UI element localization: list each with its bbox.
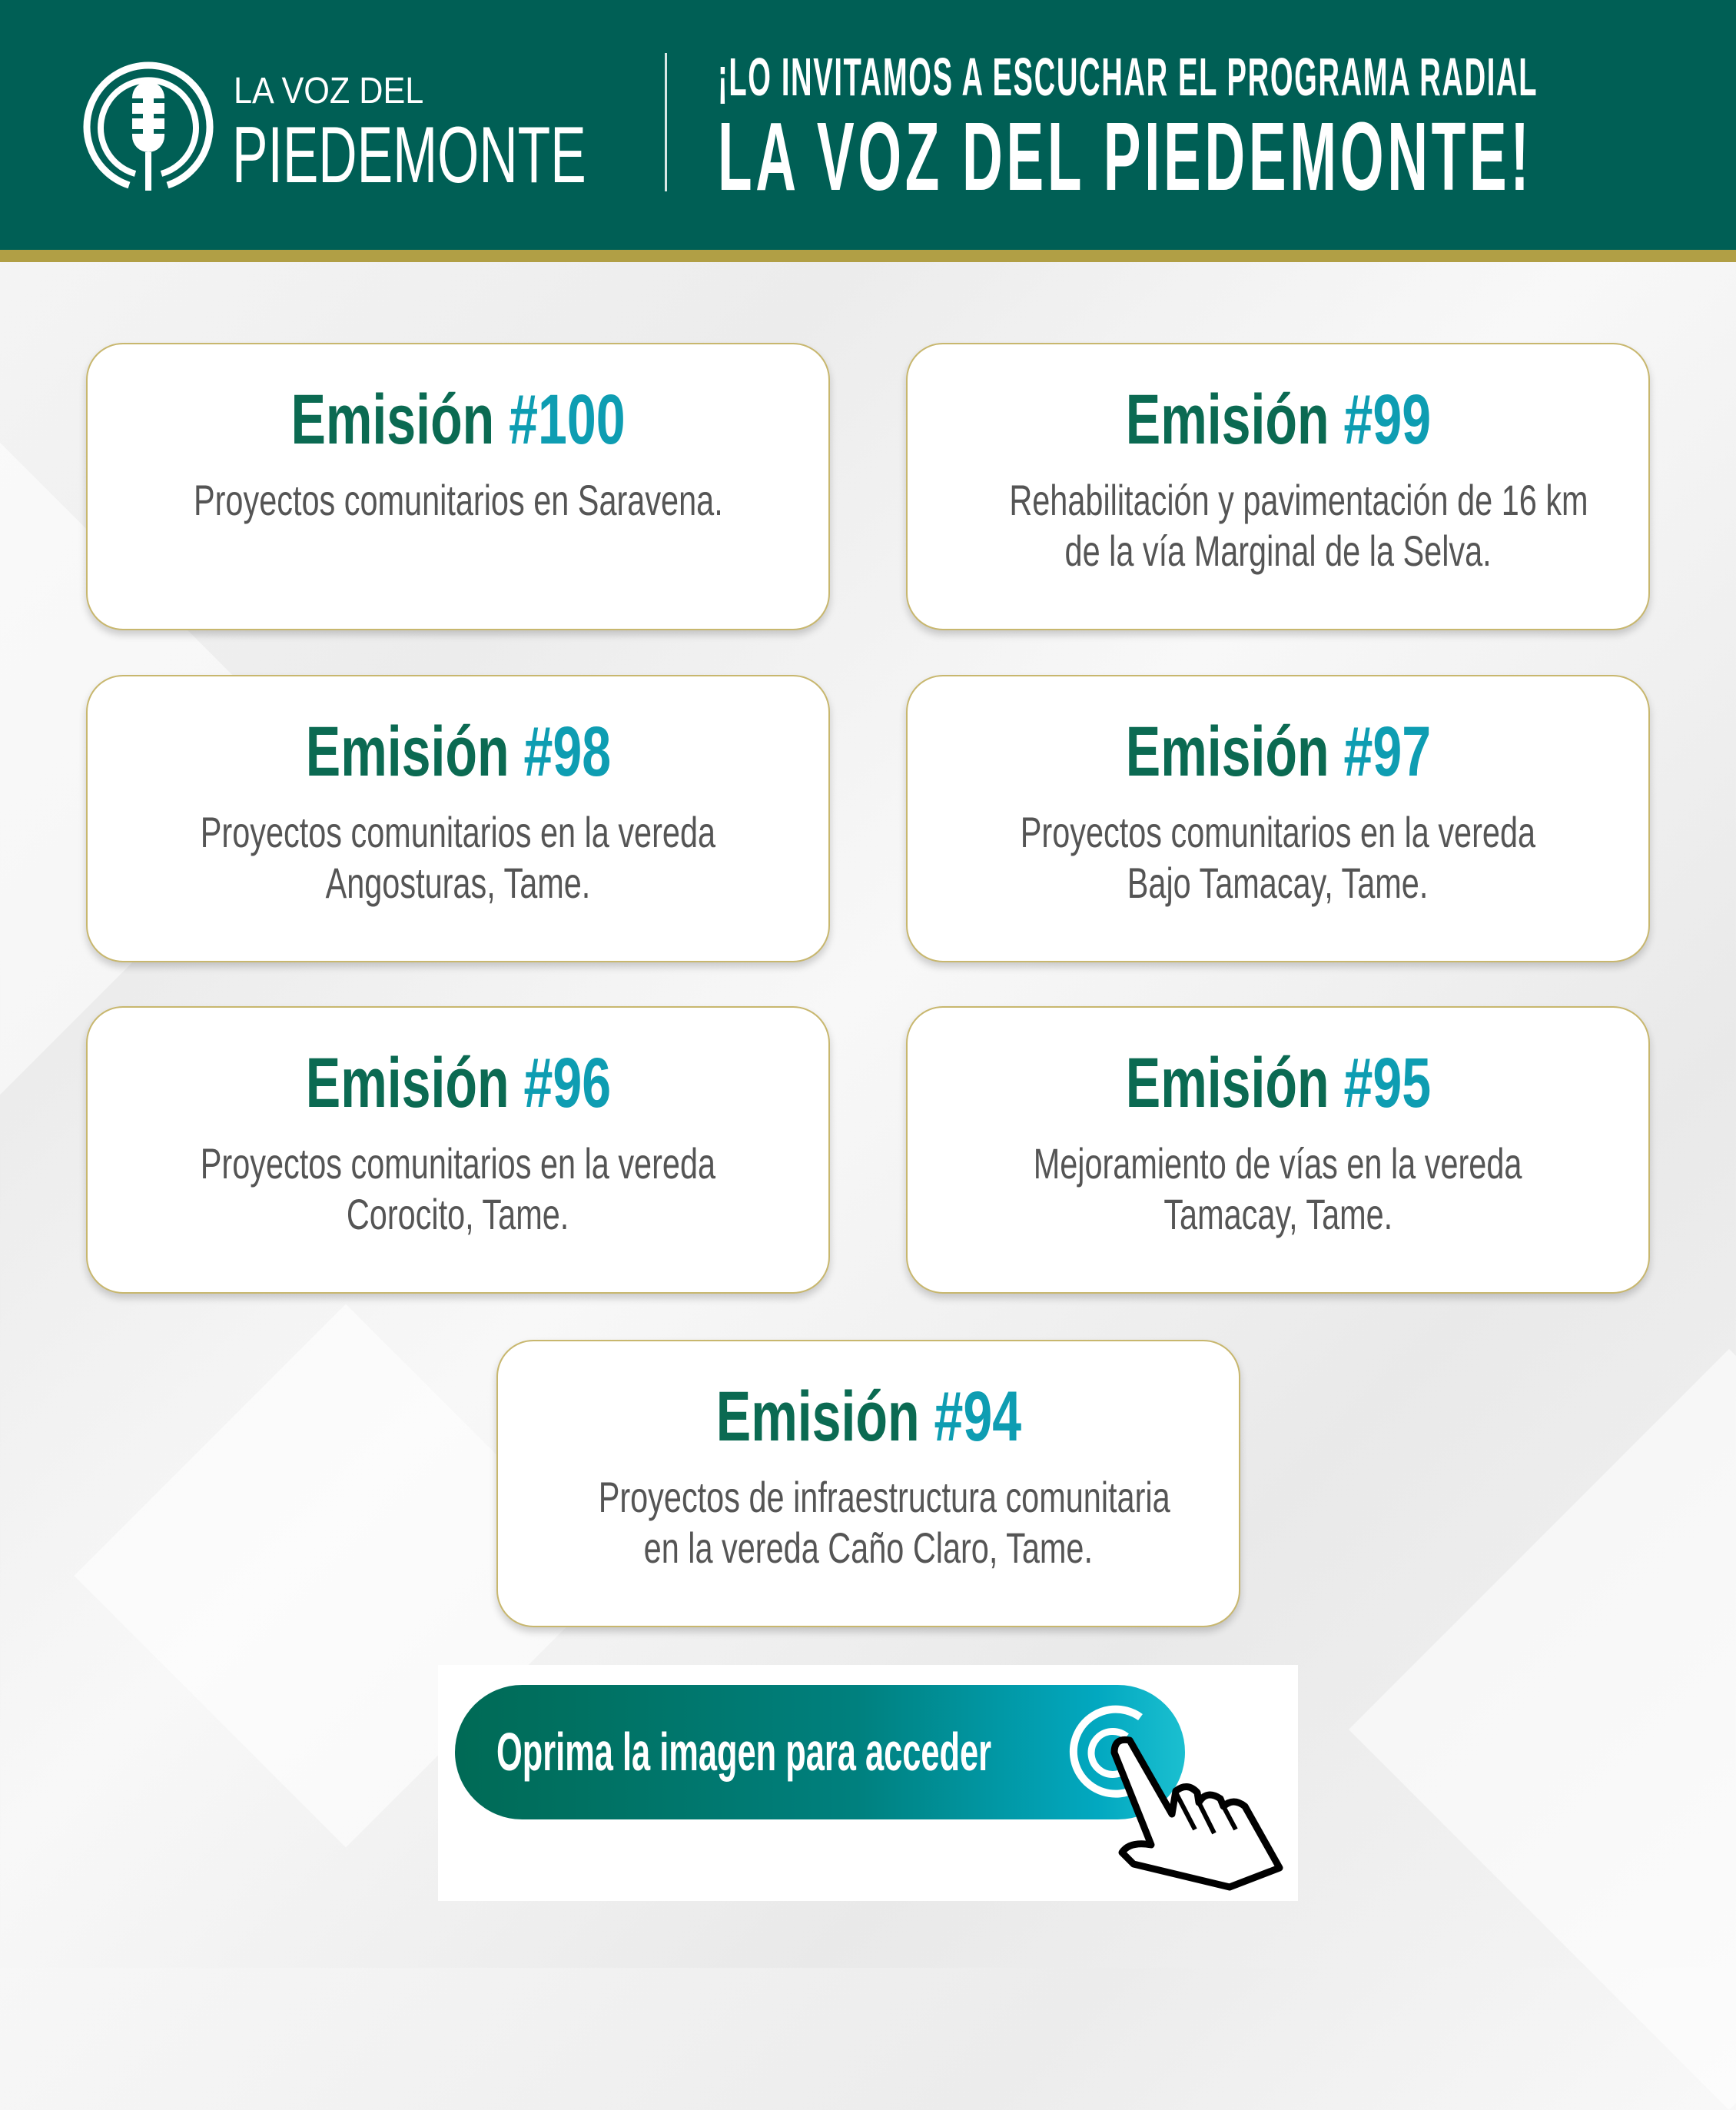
invite-text: ¡LO INVITAMOS A ESCUCHAR EL PROGRAMA RAD… — [718, 47, 1539, 107]
episode-title: Emisión #97 — [908, 713, 1648, 790]
gold-stripe — [0, 250, 1736, 262]
episode-number: #97 — [1343, 713, 1431, 791]
episode-description: Proyectos comunitarios en la vereda Angos… — [200, 808, 716, 907]
episode-number: #94 — [934, 1377, 1021, 1456]
episode-card[interactable]: Emisión #96 Proyectos comunitarios en la… — [86, 1006, 830, 1294]
episode-label: Emisión — [1125, 713, 1329, 791]
access-button[interactable]: Oprima la imagen para acceder — [455, 1685, 1185, 1819]
episode-label: Emisión — [1125, 380, 1329, 459]
episode-label: Emisión — [290, 380, 495, 459]
episode-title: Emisión #98 — [88, 713, 828, 790]
episode-label: Emisión — [715, 1377, 920, 1456]
episode-description: Proyectos comunitarios en Saravena. — [193, 476, 723, 524]
episode-card[interactable]: Emisión #95 Mejoramiento de vías en la v… — [906, 1006, 1650, 1294]
microphone-logo-icon — [83, 61, 214, 191]
logo-text-bottom: PIEDEMONTE — [232, 111, 586, 200]
episode-description: Rehabilitación y pavimentación de 16 km d… — [1009, 476, 1588, 575]
episode-number: #99 — [1343, 380, 1431, 459]
header-banner: LA VOZ DEL PIEDEMONTE ¡LO INVITAMOS A ES… — [0, 0, 1736, 250]
episode-description: Mejoramiento de vías en la vereda Tamacay… — [1034, 1139, 1522, 1238]
episode-number: #95 — [1343, 1044, 1431, 1122]
episode-number: #96 — [523, 1044, 611, 1122]
episode-title: Emisión #100 — [88, 381, 828, 458]
episode-card[interactable]: Emisión #97 Proyectos comunitarios en la… — [906, 675, 1650, 962]
pointing-hand-icon — [1110, 1736, 1283, 1891]
episode-description: Proyectos comunitarios en la vereda Bajo … — [1020, 808, 1536, 907]
episode-label: Emisión — [305, 1044, 510, 1122]
program-title: LA VOZ DEL PIEDEMONTE! — [718, 102, 1533, 211]
episode-card[interactable]: Emisión #99 Rehabilitación y pavimentaci… — [906, 343, 1650, 630]
episode-title: Emisión #95 — [908, 1045, 1648, 1121]
episode-label: Emisión — [1125, 1044, 1329, 1122]
header-divider — [665, 53, 667, 191]
episode-card[interactable]: Emisión #94 Proyectos de infraestructura… — [496, 1340, 1240, 1627]
episode-card[interactable]: Emisión #100 Proyectos comunitarios en S… — [86, 343, 830, 630]
background-shape — [1349, 1349, 1736, 2110]
episode-description: Proyectos de infraestructura comunitaria… — [598, 1473, 1170, 1572]
episode-label: Emisión — [305, 713, 510, 791]
episode-title: Emisión #96 — [88, 1045, 828, 1121]
access-button-label: Oprima la imagen para acceder — [496, 1722, 992, 1782]
episode-card[interactable]: Emisión #98 Proyectos comunitarios en la… — [86, 675, 830, 962]
episode-description: Proyectos comunitarios en la vereda Coroc… — [200, 1139, 716, 1238]
episode-title: Emisión #94 — [498, 1378, 1239, 1455]
logo-text-top: LA VOZ DEL — [234, 71, 424, 111]
target-icon — [1069, 1705, 1151, 1798]
episode-title: Emisión #99 — [908, 381, 1648, 458]
episode-number: #100 — [509, 380, 626, 459]
episode-number: #98 — [523, 713, 611, 791]
